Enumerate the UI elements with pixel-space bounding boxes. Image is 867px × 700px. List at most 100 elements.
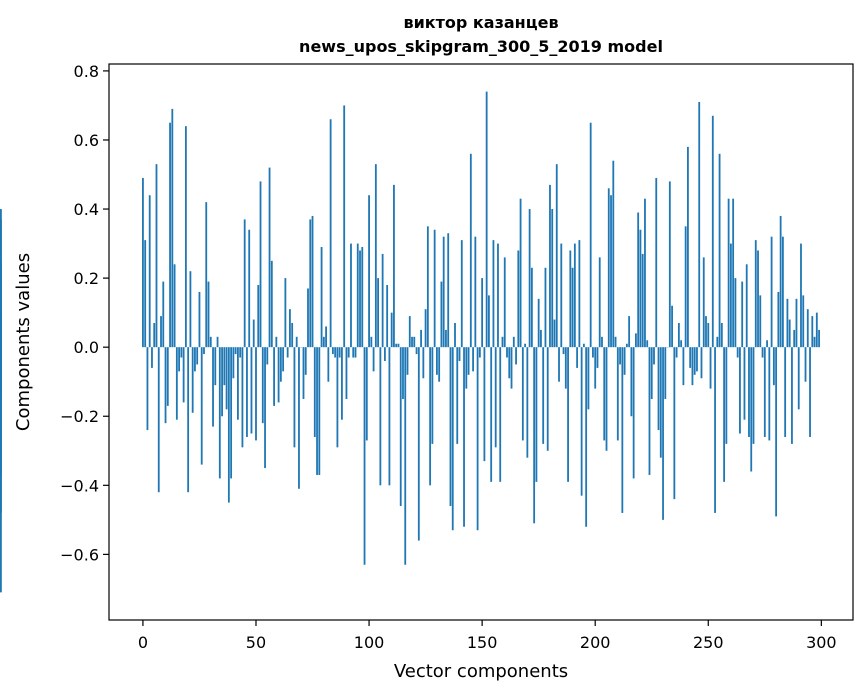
bar-204 (603, 347, 605, 440)
bar-81 (325, 326, 327, 347)
bar-185 (560, 244, 562, 348)
bar-116 (404, 347, 406, 565)
bar-133 (443, 237, 445, 348)
bar-41 (235, 347, 237, 354)
bar-140 (459, 347, 461, 361)
bar-94 (355, 347, 357, 357)
bar-110 (391, 313, 393, 348)
bar-90 (346, 347, 348, 399)
bar-74 (309, 219, 311, 347)
bar-283 (782, 237, 784, 348)
bar-124 (422, 347, 424, 378)
bar-143 (465, 347, 467, 388)
bar-191 (574, 244, 576, 348)
bar-51 (257, 285, 259, 347)
bar-36 (223, 347, 225, 385)
bar-54 (264, 347, 266, 468)
bar-26 (201, 347, 203, 464)
bar-44 (242, 347, 244, 447)
bar-68 (296, 337, 298, 347)
bar-219 (637, 213, 639, 348)
bar-164 (513, 337, 515, 347)
bar-122 (418, 347, 420, 540)
bar-33 (217, 337, 219, 347)
bar-198 (590, 123, 592, 347)
y-tick-label: −0.4 (60, 476, 99, 495)
bar-263 (737, 347, 739, 357)
bar-265 (741, 282, 743, 348)
bar-25 (199, 292, 201, 347)
bar-266 (744, 347, 746, 420)
bar-137 (452, 347, 454, 530)
bar-293 (805, 347, 807, 382)
bar-213 (624, 347, 626, 375)
bar-118 (409, 316, 411, 347)
bar-212 (621, 347, 623, 513)
bar-125 (425, 309, 427, 347)
bar-151 (483, 347, 485, 461)
bar-267 (746, 264, 748, 347)
bar-37 (226, 347, 228, 409)
bar-254 (716, 337, 718, 347)
bar-10 (165, 347, 167, 423)
bar-166 (517, 250, 519, 347)
bar-200 (594, 347, 596, 388)
bar-28 (205, 202, 207, 347)
bar-20 (187, 347, 189, 492)
bar-193 (578, 240, 580, 347)
bar-234 (671, 306, 673, 347)
bar-7 (158, 347, 160, 492)
bar-83 (330, 119, 332, 347)
bar-134 (445, 330, 447, 347)
bar-216 (630, 347, 632, 416)
bar-260 (730, 244, 732, 348)
bar-285 (787, 299, 789, 347)
bar-264 (739, 347, 741, 433)
bar-46 (246, 347, 248, 437)
bar-233 (669, 181, 671, 347)
bar-197 (588, 347, 590, 409)
bar-111 (393, 185, 395, 347)
bar-58 (273, 347, 275, 406)
bar-183 (556, 164, 558, 347)
bar-76 (314, 347, 316, 437)
y-axis-label: Components values (13, 253, 34, 431)
bar-259 (728, 199, 730, 348)
bar-270 (753, 347, 755, 444)
bar-67 (294, 347, 296, 447)
y-axis-ticks: −0.6−0.4−0.20.00.20.40.60.8 (60, 62, 109, 564)
bar-205 (606, 347, 608, 451)
bar-214 (626, 344, 628, 347)
bar-221 (642, 254, 644, 347)
bar-120 (413, 337, 415, 347)
bar-undefined (0, 347, 2, 592)
bar-174 (536, 347, 538, 482)
bar-62 (282, 347, 284, 371)
bar-79 (321, 247, 323, 347)
bar-228 (658, 347, 660, 430)
bar-217 (633, 347, 635, 478)
bar-57 (271, 261, 273, 347)
bar-194 (581, 347, 583, 496)
bar-196 (585, 347, 587, 527)
bar-106 (382, 254, 384, 347)
bar-229 (660, 347, 662, 458)
bar-281 (777, 292, 779, 347)
bar-138 (454, 323, 456, 347)
bar-169 (524, 344, 526, 347)
bar-149 (479, 347, 481, 357)
bar-253 (714, 347, 716, 513)
bar-226 (653, 347, 655, 364)
bar-129 (434, 230, 436, 347)
bar-8 (160, 316, 162, 347)
bar-16 (178, 347, 180, 371)
bar-77 (316, 347, 318, 475)
bar-252 (712, 116, 714, 347)
bar-237 (678, 323, 680, 347)
bar-95 (357, 244, 359, 348)
bar-218 (635, 333, 637, 347)
x-tick-label: 150 (467, 633, 498, 652)
bar-180 (549, 185, 551, 347)
bar-112 (395, 344, 397, 347)
